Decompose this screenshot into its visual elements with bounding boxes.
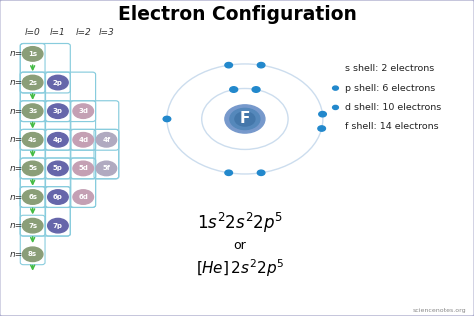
Circle shape <box>333 106 338 109</box>
Circle shape <box>257 170 265 175</box>
Text: 6s: 6s <box>28 194 37 200</box>
Text: l=1: l=1 <box>50 28 66 37</box>
Circle shape <box>318 126 326 131</box>
Circle shape <box>48 190 68 204</box>
Text: or: or <box>233 239 246 252</box>
Circle shape <box>225 105 265 133</box>
Circle shape <box>230 108 260 130</box>
Text: 5p: 5p <box>53 165 63 171</box>
Circle shape <box>73 161 93 176</box>
Text: 7p: 7p <box>53 223 63 229</box>
Circle shape <box>73 132 93 147</box>
Circle shape <box>163 116 171 122</box>
Text: 3d: 3d <box>78 108 88 114</box>
Text: 2s: 2s <box>28 80 37 86</box>
Text: d shell: 10 electrons: d shell: 10 electrons <box>345 103 441 112</box>
Circle shape <box>22 132 43 147</box>
Text: l=3: l=3 <box>99 28 114 37</box>
Text: $[He]\, 2s^{2}2p^{5}$: $[He]\, 2s^{2}2p^{5}$ <box>195 258 284 279</box>
Text: 5s: 5s <box>28 165 37 171</box>
Text: 3s: 3s <box>28 108 37 114</box>
Text: n=1: n=1 <box>9 49 28 58</box>
Text: sciencenotes.org: sciencenotes.org <box>412 308 466 313</box>
Text: $1s^{2}2s^{2}2p^{5}$: $1s^{2}2s^{2}2p^{5}$ <box>197 211 283 235</box>
Text: 4s: 4s <box>28 137 37 143</box>
Text: 6d: 6d <box>78 194 88 200</box>
Circle shape <box>22 161 43 176</box>
Circle shape <box>73 190 93 204</box>
Text: 6p: 6p <box>53 194 63 200</box>
Circle shape <box>252 87 260 92</box>
Text: n=3: n=3 <box>9 107 28 116</box>
Text: f shell: 14 electrons: f shell: 14 electrons <box>345 122 438 131</box>
Text: F: F <box>240 112 250 126</box>
Circle shape <box>225 170 232 175</box>
Circle shape <box>22 75 43 90</box>
Text: p shell: 6 electrons: p shell: 6 electrons <box>345 84 435 93</box>
Circle shape <box>48 104 68 118</box>
Text: 2p: 2p <box>53 80 63 86</box>
Circle shape <box>48 161 68 176</box>
Circle shape <box>48 218 68 233</box>
Circle shape <box>319 112 326 117</box>
Circle shape <box>73 104 93 118</box>
Circle shape <box>230 87 237 92</box>
Circle shape <box>235 112 255 126</box>
Circle shape <box>22 47 43 61</box>
Text: s shell: 2 electrons: s shell: 2 electrons <box>345 64 434 73</box>
Circle shape <box>48 75 68 90</box>
Text: n=5: n=5 <box>9 164 28 173</box>
Text: 1s: 1s <box>28 51 37 57</box>
Text: n=4: n=4 <box>9 135 28 144</box>
Text: 4d: 4d <box>78 137 88 143</box>
Circle shape <box>333 86 338 90</box>
Text: n=2: n=2 <box>9 78 28 87</box>
Circle shape <box>96 132 117 147</box>
Text: l=0: l=0 <box>25 28 41 37</box>
Text: 4p: 4p <box>53 137 63 143</box>
Circle shape <box>22 247 43 262</box>
Circle shape <box>22 104 43 118</box>
Circle shape <box>225 63 232 68</box>
Circle shape <box>48 132 68 147</box>
Circle shape <box>257 63 265 68</box>
Text: 3p: 3p <box>53 108 63 114</box>
Text: 8s: 8s <box>28 251 37 257</box>
Circle shape <box>22 190 43 204</box>
Text: n=7: n=7 <box>9 221 28 230</box>
Circle shape <box>22 218 43 233</box>
Text: l=2: l=2 <box>75 28 91 37</box>
Text: 5f: 5f <box>102 165 110 171</box>
Text: n=8: n=8 <box>9 250 28 259</box>
Text: n=6: n=6 <box>9 192 28 202</box>
Text: Electron Configuration: Electron Configuration <box>118 5 356 24</box>
Text: 4f: 4f <box>102 137 110 143</box>
Circle shape <box>96 161 117 176</box>
Text: 5d: 5d <box>78 165 88 171</box>
Text: 7s: 7s <box>28 223 37 229</box>
